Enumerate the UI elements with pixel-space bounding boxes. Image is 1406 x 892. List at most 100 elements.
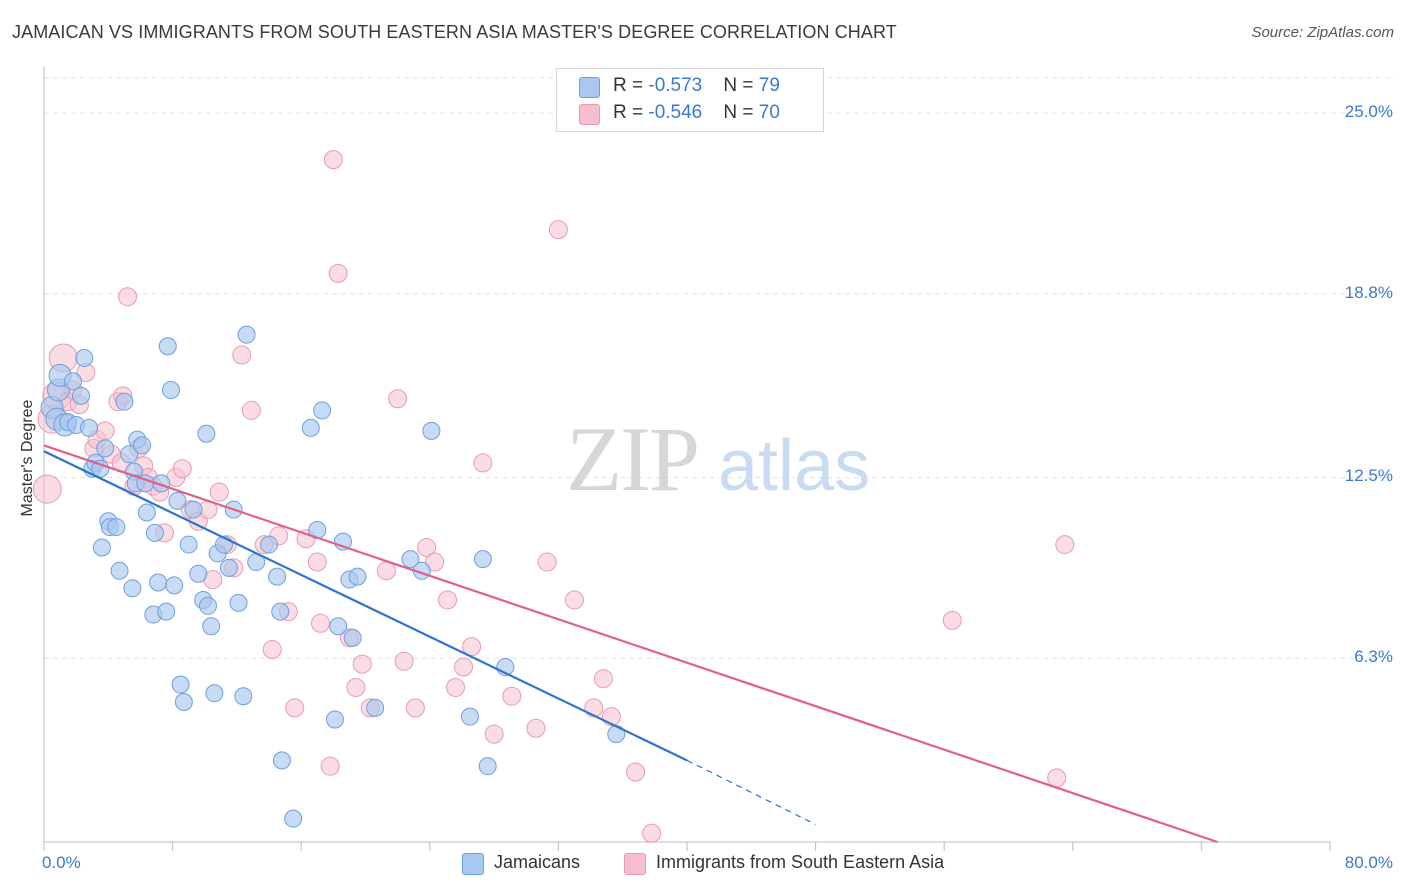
data-point-immigrants [626, 762, 646, 782]
data-point-immigrants [394, 651, 414, 671]
data-point-jamaicans [157, 602, 176, 621]
data-point-jamaicans [179, 535, 198, 554]
data-point-jamaicans [234, 687, 253, 706]
y-tick-label: 25.0% [1344, 101, 1393, 121]
data-point-immigrants [32, 474, 62, 504]
data-point-immigrants [328, 263, 348, 283]
trend-line-jamaicans-extension [686, 759, 816, 826]
data-point-immigrants [376, 561, 396, 581]
trend-lines [43, 444, 1218, 844]
data-point-jamaicans [343, 628, 362, 647]
data-point-jamaicans [301, 418, 320, 437]
data-point-immigrants [473, 453, 493, 473]
data-point-immigrants [502, 686, 522, 706]
legend-label: Jamaicans [494, 852, 581, 872]
data-point-jamaicans [272, 751, 291, 770]
legend-label: Immigrants from South Eastern Asia [656, 852, 945, 872]
data-point-jamaicans [80, 418, 99, 437]
x-tick-label-max: 80.0% [1344, 853, 1393, 872]
data-point-immigrants [537, 552, 557, 572]
data-point-jamaicans [120, 445, 139, 464]
data-point-immigrants [172, 459, 192, 479]
data-point-immigrants [584, 698, 604, 718]
data-point-jamaicans [478, 757, 497, 776]
data-point-immigrants [454, 657, 474, 677]
data-point-jamaicans [219, 558, 238, 577]
data-point-immigrants [446, 677, 466, 697]
data-point-jamaicans [205, 684, 224, 703]
data-point-jamaicans [168, 491, 187, 510]
r-value: -0.573 [648, 75, 703, 96]
axes [43, 66, 1331, 851]
data-point-immigrants [548, 220, 568, 240]
data-point-jamaicans [473, 550, 492, 569]
r-label: R = [613, 102, 649, 123]
x-tick-label-min: 0.0% [42, 853, 81, 872]
data-point-jamaicans [260, 535, 279, 554]
series-jamaicans-points [40, 325, 626, 828]
data-point-jamaicans [198, 596, 217, 615]
data-point-jamaicans [329, 617, 348, 636]
data-point-immigrants [425, 552, 445, 572]
data-point-jamaicans [133, 436, 152, 455]
data-point-immigrants [209, 482, 229, 502]
data-point-jamaicans [237, 325, 256, 344]
data-point-jamaicans [107, 518, 126, 537]
source-label: Source: ZipAtlas.com [1251, 24, 1394, 41]
data-point-immigrants [417, 537, 437, 557]
data-point-jamaicans [145, 523, 164, 542]
data-point-jamaicans [422, 421, 441, 440]
data-point-immigrants [526, 718, 546, 738]
data-point-immigrants [1055, 535, 1075, 555]
data-point-immigrants [323, 150, 343, 170]
data-point-jamaicans [149, 573, 168, 592]
data-point-jamaicans [348, 567, 367, 586]
n-value: 79 [758, 75, 780, 96]
data-point-immigrants [564, 590, 584, 610]
trend-line-immigrants [43, 444, 1218, 844]
legend-swatch-blue [579, 77, 600, 98]
data-point-jamaicans [165, 576, 184, 595]
y-tick-label: 12.5% [1344, 466, 1393, 486]
n-value: 70 [758, 102, 780, 123]
data-point-jamaicans [268, 567, 287, 586]
data-point-jamaicans [202, 617, 221, 636]
data-point-jamaicans [174, 693, 193, 712]
data-point-immigrants [241, 400, 261, 420]
data-point-jamaicans [313, 401, 332, 420]
chart-title: JAMAICAN VS IMMIGRANTS FROM SOUTH EASTER… [12, 22, 897, 42]
data-point-jamaicans [171, 675, 190, 694]
data-point-jamaicans [271, 602, 290, 621]
data-point-jamaicans [189, 564, 208, 583]
data-point-jamaicans [75, 348, 94, 367]
data-point-immigrants [232, 345, 252, 365]
data-point-immigrants [310, 613, 330, 633]
data-point-immigrants [593, 669, 613, 689]
data-point-jamaicans [229, 593, 248, 612]
data-point-immigrants [95, 421, 115, 441]
data-point-immigrants [285, 698, 305, 718]
watermark-atlas: atlas [718, 426, 870, 506]
data-point-immigrants [346, 677, 366, 697]
data-point-immigrants [484, 724, 504, 744]
n-label: N = [723, 102, 759, 123]
data-point-jamaicans [158, 337, 177, 356]
watermark-zip: ZIP [566, 408, 698, 510]
legend-swatch-pink [579, 104, 600, 125]
data-point-immigrants [118, 287, 138, 307]
data-point-jamaicans [325, 710, 344, 729]
data-point-immigrants [437, 590, 457, 610]
n-label: N = [723, 75, 759, 96]
data-point-jamaicans [184, 500, 203, 519]
data-point-jamaicans [115, 392, 134, 411]
data-point-jamaicans [92, 538, 111, 557]
series-immigrants-points [32, 150, 1075, 843]
data-point-jamaicans [137, 503, 156, 522]
r-label: R = [613, 75, 649, 96]
correlation-legend: R = -0.573 N = 79 R = -0.546 N = 70 [556, 68, 824, 132]
data-point-immigrants [942, 610, 962, 630]
r-value: -0.546 [648, 102, 703, 123]
data-point-jamaicans [460, 707, 479, 726]
data-point-jamaicans [401, 550, 420, 569]
